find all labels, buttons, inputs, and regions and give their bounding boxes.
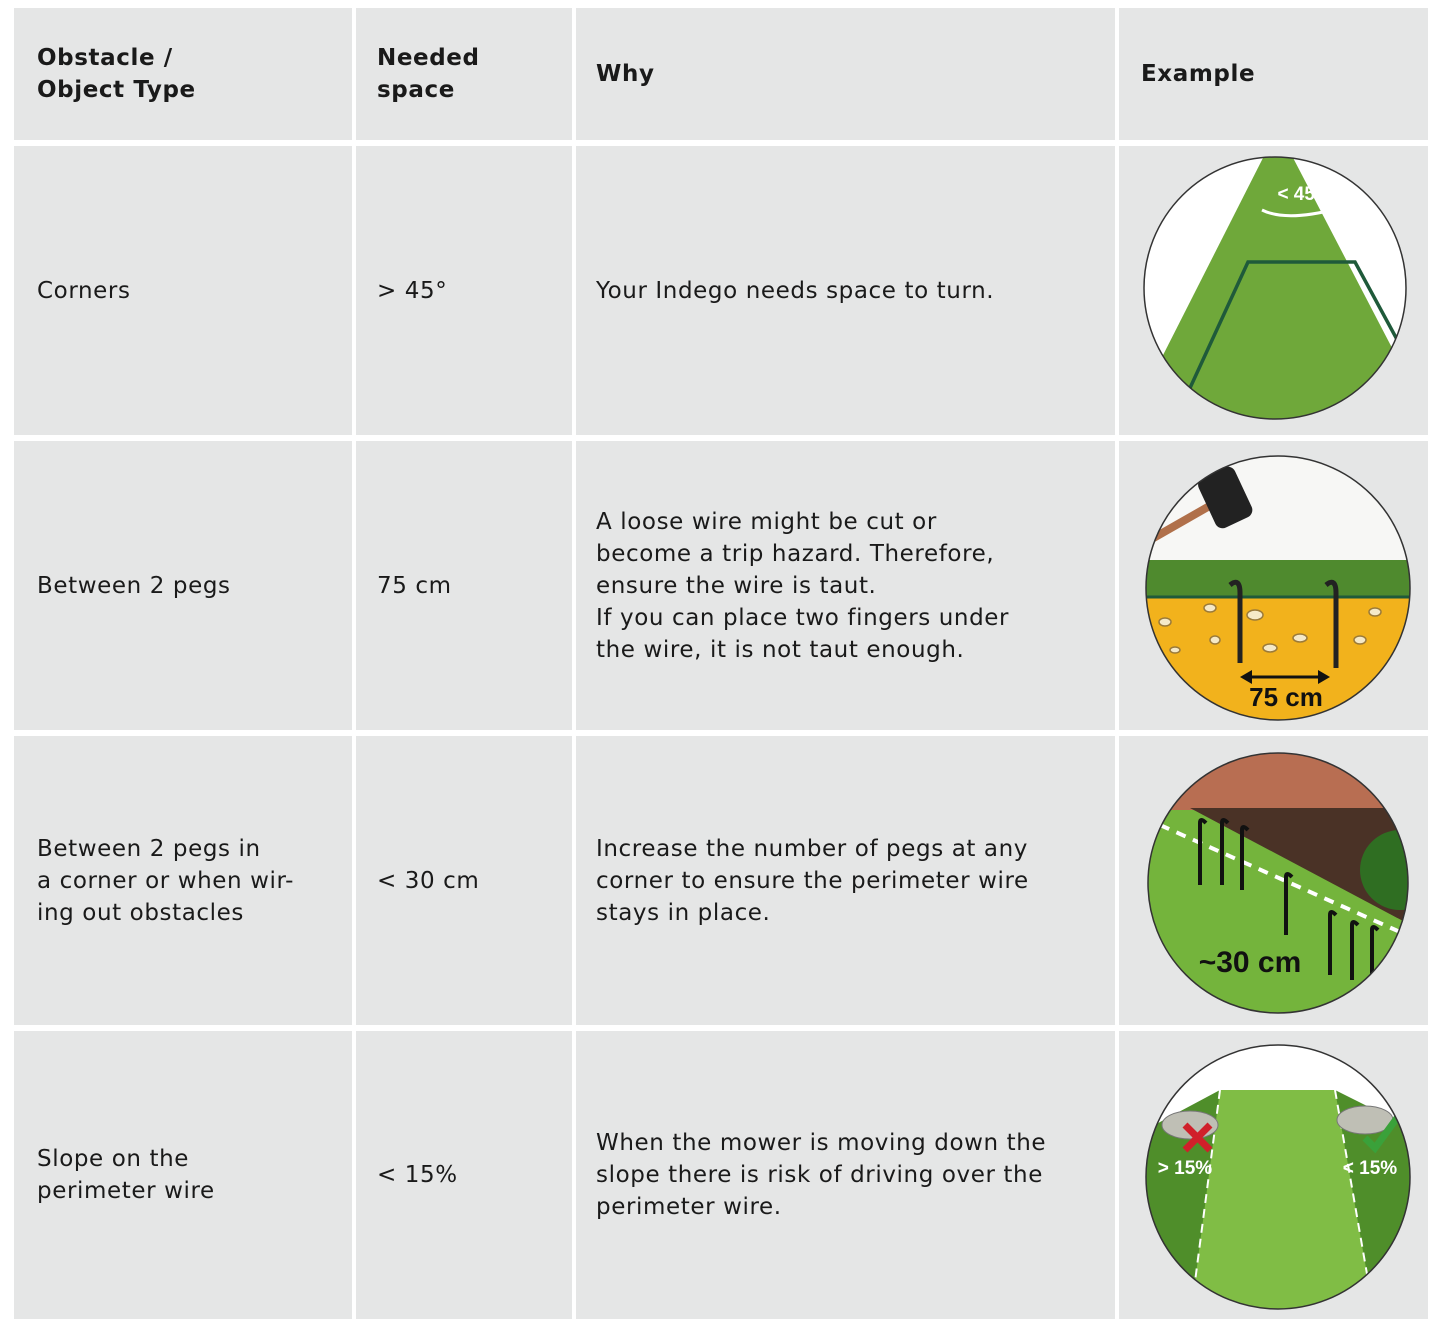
- pegs-illustration: 75 cm: [1140, 450, 1420, 730]
- slope-illustration: > 15% < 15%: [1140, 1040, 1420, 1319]
- example-label: < 15%: [1343, 1158, 1398, 1179]
- corner-illustration: < 45°: [1120, 150, 1429, 440]
- illustrations: < 45° 75 cm: [0, 0, 1429, 1319]
- example-label: < 45°: [1277, 184, 1322, 205]
- example-label: ~30 cm: [1199, 946, 1302, 979]
- example-label: 75 cm: [1249, 682, 1323, 712]
- corner-pegs-illustration: ~30 cm: [1140, 750, 1429, 1020]
- page: When the mower is moving down theslope t…: [0, 0, 1429, 1319]
- example-label: > 15%: [1158, 1158, 1213, 1179]
